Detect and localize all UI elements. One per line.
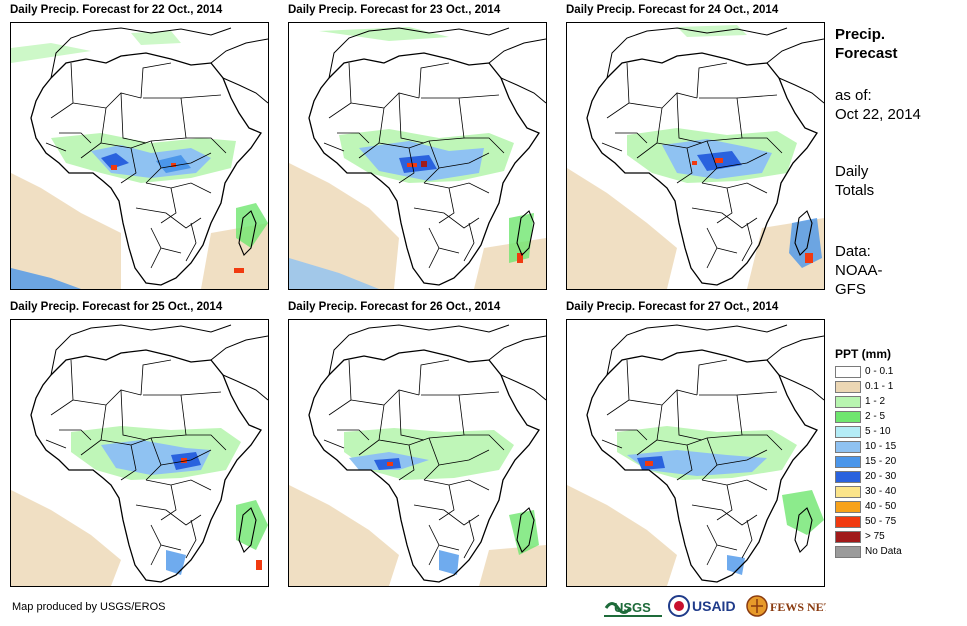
legend-swatch [835,516,861,528]
data-line-2: NOAA- [835,262,883,279]
legend-swatch [835,411,861,423]
precip-map [566,22,825,290]
fewsnet-logo: FEWS NET [746,595,826,617]
panel-title: Daily Precip. Forecast for 23 Oct., 2014 [288,4,501,16]
asof-date: Oct 22, 2014 [835,106,921,123]
legend-swatch [835,486,861,498]
title-line-1: Precip. [835,26,886,43]
legend-label: No Data [865,546,902,557]
usaid-logo: USAID [668,595,736,617]
legend-swatch [835,441,861,453]
totals-line-1: Daily [835,163,869,180]
totals-line-2: Totals [835,182,875,199]
legend-swatch [835,381,861,393]
usgs-logo-text: USGS [614,600,651,615]
legend-label: 20 - 30 [865,471,897,482]
panel-title: Daily Precip. Forecast for 25 Oct., 2014 [10,301,223,313]
legend-label: 50 - 75 [865,516,897,527]
legend-swatch [835,426,861,438]
legend-swatch [835,366,861,378]
precip-map [288,319,547,587]
legend-label: 15 - 20 [865,456,897,467]
legend-swatch [835,501,861,513]
legend-label: 1 - 2 [865,396,886,407]
sidebar-totals: Daily Totals [835,162,874,200]
panel-title: Daily Precip. Forecast for 24 Oct., 2014 [566,4,779,16]
legend-label: 5 - 10 [865,426,891,437]
legend-label: > 75 [865,531,885,542]
precip-map [10,319,269,587]
sidebar-title: Precip. Forecast [835,25,898,63]
legend-swatch [835,471,861,483]
precip-map [566,319,825,587]
legend-title: PPT (mm) [835,347,892,361]
usgs-logo: USGS [604,600,662,617]
precip-map [288,22,547,290]
map-credit: Map produced by USGS/EROS [12,601,166,613]
legend-label: 10 - 15 [865,441,897,452]
asof-label: as of: [835,87,872,104]
legend-label: 30 - 40 [865,486,897,497]
precip-map [10,22,269,290]
legend-label: 0 - 0.1 [865,366,894,377]
legend-swatch [835,546,861,558]
legend-label: 2 - 5 [865,411,886,422]
legend-swatch [835,456,861,468]
title-line-2: Forecast [835,45,898,62]
legend-swatch [835,396,861,408]
panel-title: Daily Precip. Forecast for 22 Oct., 2014 [10,4,223,16]
legend-label: 40 - 50 [865,501,897,512]
usaid-logo-text: USAID [692,598,736,614]
panel-title: Daily Precip. Forecast for 27 Oct., 2014 [566,301,779,313]
data-line-3: GFS [835,281,866,298]
fewsnet-logo-text: FEWS NET [770,600,826,614]
data-line-1: Data: [835,243,871,260]
sidebar-data-source: Data: NOAA- GFS [835,242,883,299]
legend-label: 0.1 - 1 [865,381,894,392]
sidebar-asof: as of: Oct 22, 2014 [835,86,921,124]
panel-title: Daily Precip. Forecast for 26 Oct., 2014 [288,301,501,313]
legend-swatch [835,531,861,543]
